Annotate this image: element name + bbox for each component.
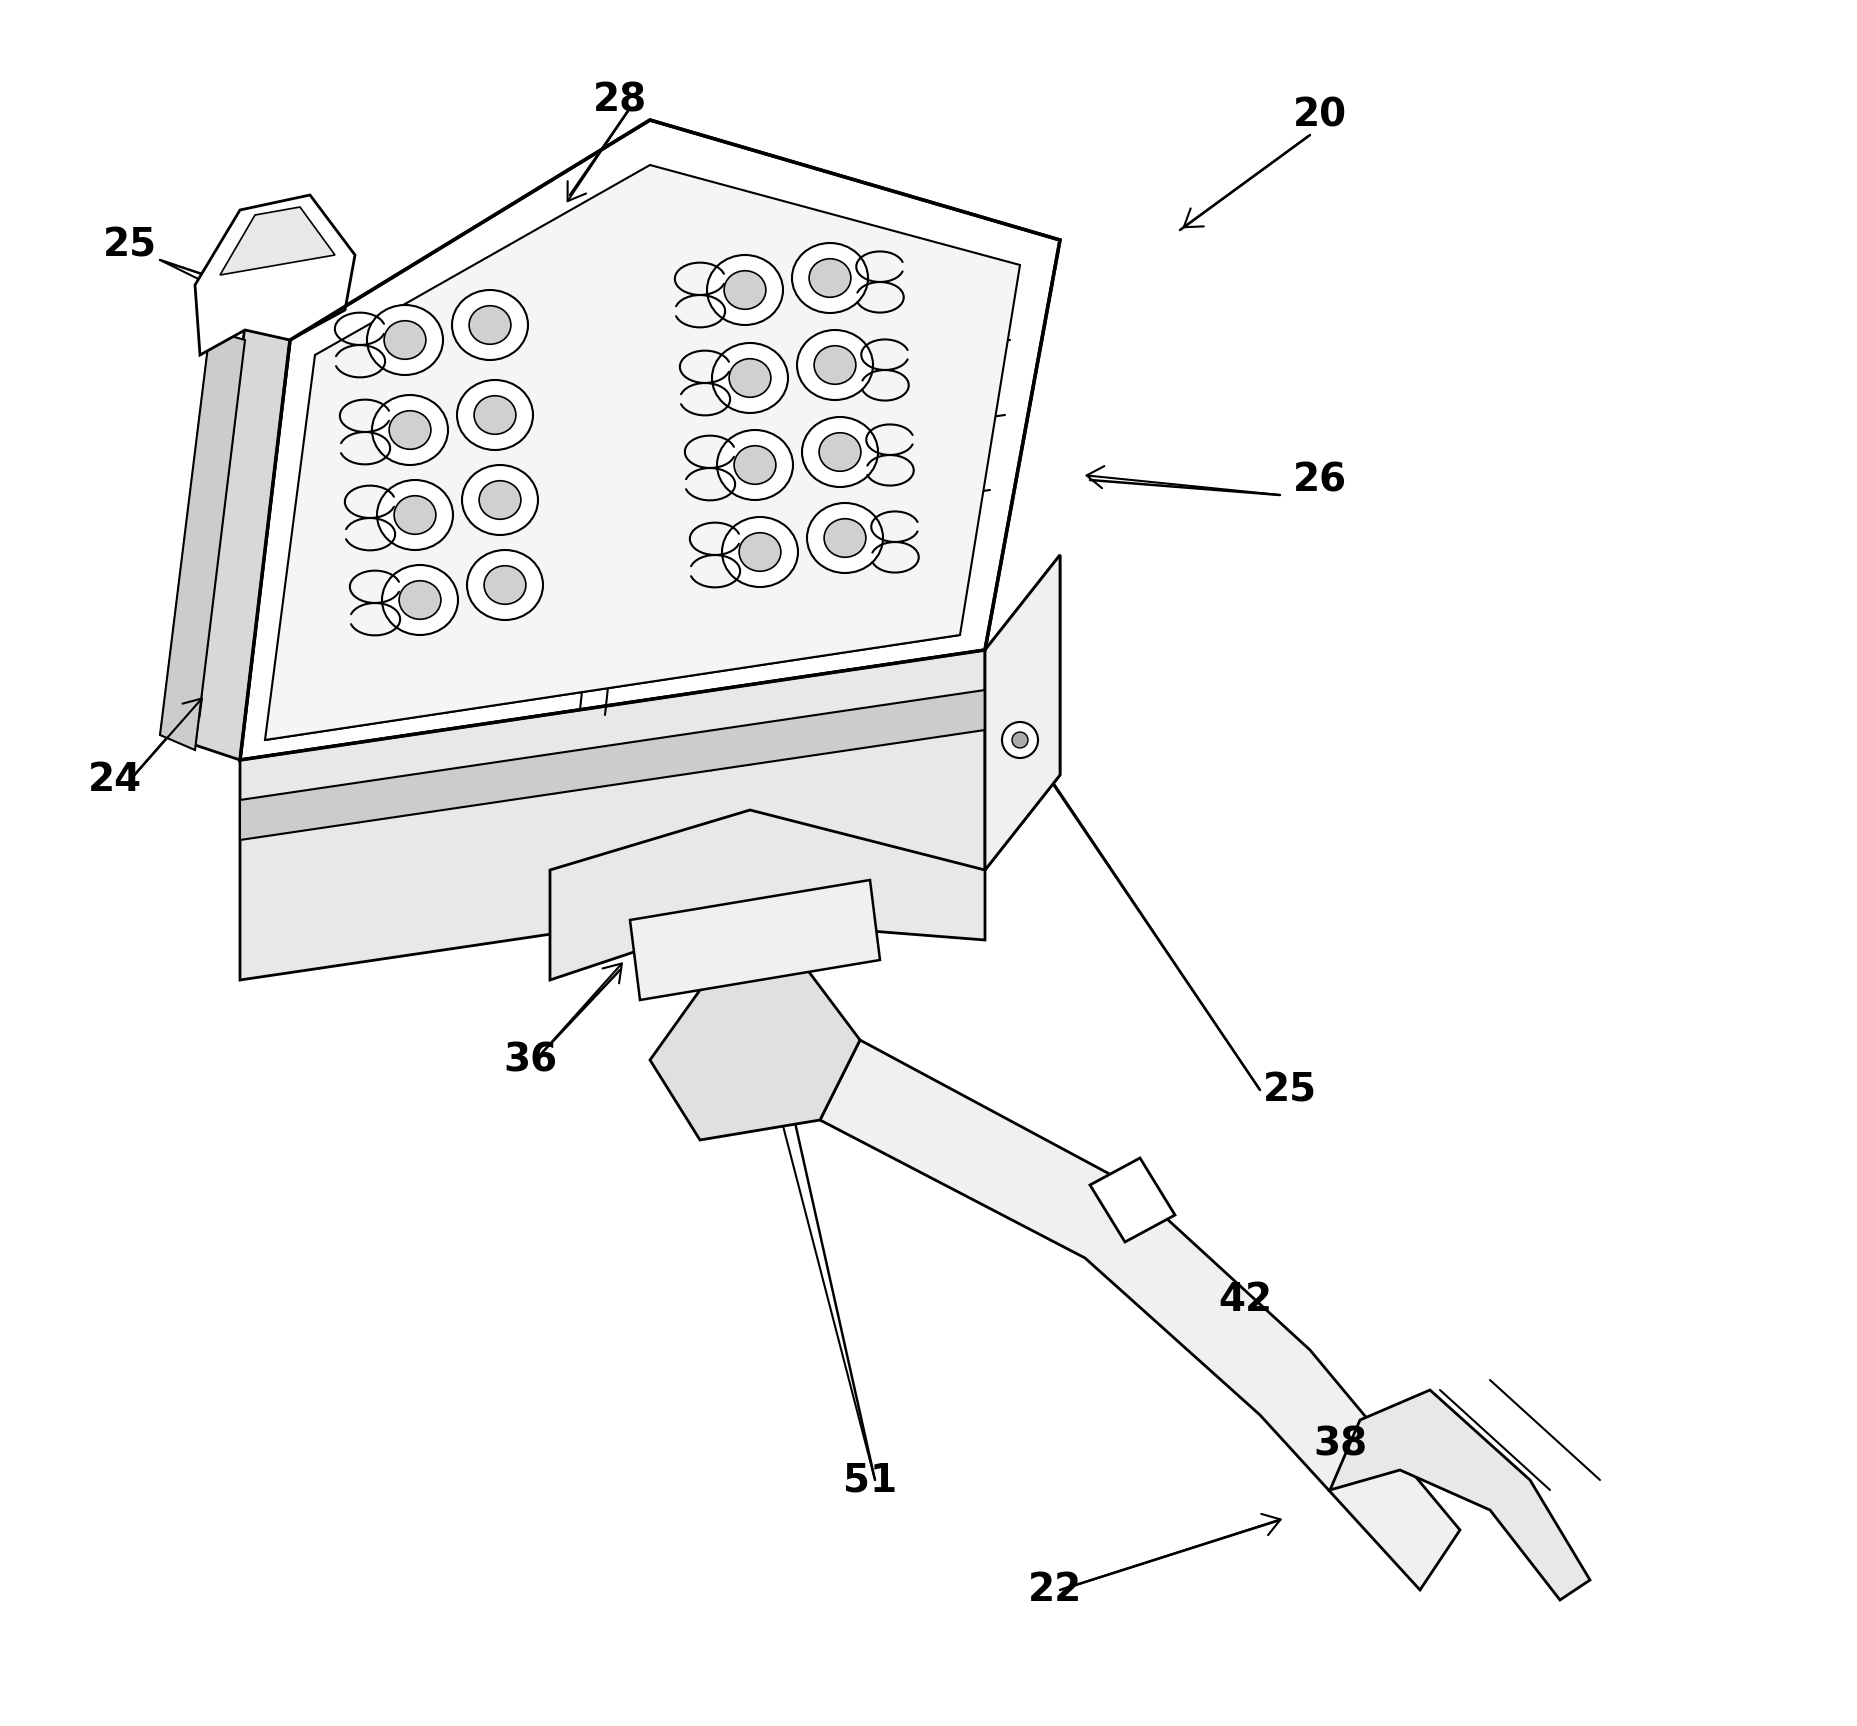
Ellipse shape [462, 464, 539, 535]
Ellipse shape [457, 380, 533, 450]
Polygon shape [984, 556, 1060, 870]
Ellipse shape [813, 345, 856, 385]
Ellipse shape [466, 551, 542, 620]
Polygon shape [550, 809, 984, 980]
Text: 26: 26 [1292, 461, 1346, 499]
Ellipse shape [825, 520, 865, 557]
Ellipse shape [810, 259, 851, 297]
Polygon shape [984, 556, 1060, 870]
Ellipse shape [377, 480, 453, 551]
Ellipse shape [368, 306, 444, 375]
Ellipse shape [451, 290, 527, 361]
Ellipse shape [399, 580, 440, 620]
Polygon shape [1090, 1158, 1175, 1243]
Polygon shape [630, 880, 880, 999]
Ellipse shape [474, 395, 516, 435]
Ellipse shape [797, 330, 873, 400]
Circle shape [1003, 721, 1038, 758]
Ellipse shape [384, 321, 425, 359]
Text: 25: 25 [102, 226, 158, 264]
Text: 36: 36 [503, 1041, 557, 1079]
Text: 22: 22 [1029, 1571, 1083, 1609]
Ellipse shape [730, 359, 771, 397]
Polygon shape [821, 1041, 1460, 1590]
Text: 38: 38 [1313, 1426, 1367, 1464]
Text: 20: 20 [1292, 97, 1346, 135]
Ellipse shape [708, 255, 784, 324]
Ellipse shape [717, 430, 793, 501]
Polygon shape [240, 690, 984, 841]
Ellipse shape [791, 243, 867, 312]
Ellipse shape [485, 566, 526, 604]
Polygon shape [195, 195, 355, 356]
Polygon shape [266, 166, 1019, 740]
Polygon shape [195, 324, 290, 759]
Ellipse shape [394, 495, 436, 535]
Ellipse shape [371, 395, 448, 464]
Polygon shape [160, 330, 245, 751]
Circle shape [1012, 732, 1029, 747]
Polygon shape [219, 207, 334, 274]
Text: 51: 51 [843, 1460, 897, 1498]
Text: 28: 28 [592, 81, 646, 119]
Ellipse shape [711, 343, 787, 413]
Text: 25: 25 [1263, 1072, 1317, 1110]
Text: 42: 42 [1218, 1281, 1272, 1319]
Ellipse shape [819, 433, 862, 471]
Ellipse shape [734, 445, 776, 485]
Ellipse shape [722, 518, 799, 587]
Ellipse shape [479, 482, 522, 520]
Polygon shape [1330, 1389, 1590, 1600]
Polygon shape [240, 121, 1060, 759]
Ellipse shape [383, 564, 459, 635]
Ellipse shape [802, 418, 878, 487]
Ellipse shape [739, 533, 782, 571]
Ellipse shape [724, 271, 765, 309]
Polygon shape [240, 651, 984, 980]
Ellipse shape [390, 411, 431, 449]
Text: 24: 24 [87, 761, 143, 799]
Ellipse shape [470, 306, 511, 343]
Polygon shape [650, 960, 860, 1139]
Ellipse shape [808, 502, 882, 573]
